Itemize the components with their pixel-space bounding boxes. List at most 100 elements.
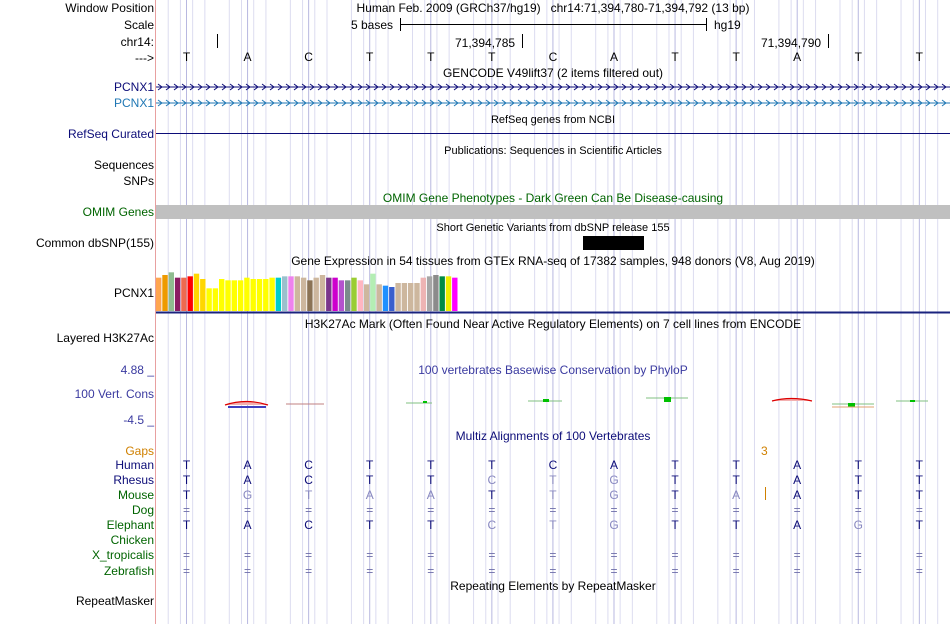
dbsnp-variant-block[interactable] (583, 236, 644, 250)
sequence-base: T (366, 50, 374, 64)
multiz-base: A (793, 473, 802, 487)
multiz-base: = (549, 548, 557, 562)
multiz-base: C (548, 458, 558, 472)
phylop-conservation-plot[interactable] (156, 394, 950, 414)
gencode-track-title[interactable]: GENCODE V49lift37 (2 items filtered out) (442, 66, 664, 80)
multiz-base: = (366, 503, 374, 517)
multiz-base: C (487, 473, 497, 487)
multiz-base: = (610, 548, 618, 562)
h3k27ac-track-label[interactable]: Layered H3K27Ac (56, 331, 154, 345)
multiz-base: T (427, 473, 435, 487)
multiz-base: C (304, 518, 313, 532)
multiz-species-label[interactable]: Chicken (110, 533, 154, 547)
gtex-expression-chart[interactable] (156, 268, 950, 314)
gtex-tissue-bar (313, 277, 319, 311)
omim-track-title[interactable]: OMIM Gene Phenotypes - Dark Green Can Be… (382, 191, 724, 205)
multiz-base: T (915, 518, 923, 532)
multiz-base: = (427, 503, 435, 517)
multiz-species-label[interactable]: X_tropicalis (91, 548, 154, 562)
gtex-tissue-bar (237, 280, 244, 311)
gtex-tissue-bar (250, 279, 256, 311)
multiz-species-label[interactable]: Mouse (117, 488, 154, 502)
multiz-species-label[interactable]: Human (115, 458, 154, 472)
gtex-tissue-bar (338, 280, 345, 311)
multiz-base: = (488, 564, 496, 578)
phylop-min-label: -4.5 _ (123, 413, 154, 427)
gtex-tissue-bar (193, 273, 200, 311)
multiz-base: C (304, 458, 313, 472)
multiz-base: T (549, 473, 557, 487)
gtex-tissue-bar (174, 277, 181, 311)
phylop-red-peak-1 (224, 400, 269, 406)
gencode-transcript-2[interactable] (156, 98, 950, 108)
omim-phenotype-bar[interactable] (156, 205, 950, 219)
phylop-track-title[interactable]: 100 vertebrates Basewise Conservation by… (418, 363, 688, 377)
multiz-base: T (549, 488, 557, 502)
gtex-tissue-bar (307, 280, 313, 311)
multiz-base: = (182, 548, 190, 562)
multiz-base: T (671, 458, 679, 472)
repeatmasker-track-title[interactable]: Repeating Elements by RepeatMasker (450, 579, 656, 593)
gtex-tissue-bar (401, 283, 408, 311)
gencode-item-2-label[interactable]: PCNX1 (113, 96, 154, 110)
scale-label: Scale (123, 18, 154, 32)
sequence-base: T (671, 50, 679, 64)
gtex-tissue-bar (219, 279, 225, 311)
dbsnp-track-title[interactable]: Short Genetic Variants from dbSNP releas… (436, 222, 670, 234)
multiz-base: T (915, 458, 923, 472)
multiz-track-title[interactable]: Multiz Alignments of 100 Vertebrates (455, 429, 651, 443)
multiz-base: T (854, 473, 862, 487)
refseq-gene-line[interactable] (156, 133, 950, 134)
sequence-base: C (304, 50, 313, 64)
multiz-base: = (732, 548, 740, 562)
gtex-tissue-bar (433, 275, 439, 311)
gtex-tissue-bar (357, 280, 363, 311)
refseq-track-title[interactable]: RefSeq genes from NCBI (490, 114, 616, 126)
multiz-base: T (488, 488, 496, 502)
phylop-max-label: 4.88 _ (120, 363, 154, 377)
gtex-tissue-bar (439, 276, 445, 311)
multiz-base: T (854, 458, 862, 472)
multiz-species-label[interactable]: Elephant (106, 518, 154, 532)
multiz-base: C (304, 473, 313, 487)
gtex-tissue-bar (408, 283, 414, 311)
multiz-base: G (609, 518, 619, 532)
gtex-tissue-bar (426, 276, 433, 311)
multiz-gaps-label[interactable]: Gaps (125, 444, 154, 458)
phylop-track-label[interactable]: 100 Vert. Cons (74, 387, 154, 401)
gtex-tissue-bar (332, 277, 338, 311)
multiz-base: = (610, 503, 618, 517)
multiz-base: T (366, 458, 374, 472)
multiz-species-label[interactable]: Rhesus (113, 473, 154, 487)
publications-sequences-label[interactable]: Sequences (93, 158, 154, 172)
multiz-base: T (182, 473, 191, 487)
gtex-tissue-bar (282, 276, 288, 311)
gtex-tissue-bar (162, 275, 168, 311)
multiz-base: T (915, 488, 923, 502)
repeatmasker-track-label[interactable]: RepeatMasker (75, 594, 154, 608)
dbsnp-track-label[interactable]: Common dbSNP(155) (35, 236, 154, 250)
gtex-gene-label[interactable]: PCNX1 (113, 286, 154, 300)
multiz-base: = (549, 564, 557, 578)
publications-snps-label[interactable]: SNPs (123, 174, 154, 188)
gtex-tissue-bar (414, 283, 420, 311)
gtex-tissue-bar (395, 283, 401, 311)
h3k27ac-track-title[interactable]: H3K27Ac Mark (Often Found Near Active Re… (304, 317, 802, 331)
gtex-track-title[interactable]: Gene Expression in 54 tissues from GTEx … (291, 254, 815, 268)
multiz-base: = (366, 564, 374, 578)
multiz-base: T (182, 458, 191, 472)
omim-track-label[interactable]: OMIM Genes (82, 205, 154, 219)
multiz-base: = (427, 548, 435, 562)
gtex-tissue-bar (363, 284, 370, 311)
gencode-transcript-1[interactable] (156, 82, 950, 92)
multiz-base: G (242, 488, 253, 502)
multiz-species-label[interactable]: Zebrafish (103, 564, 154, 578)
multiz-species-label[interactable]: Dog (131, 503, 154, 517)
refseq-track-label[interactable]: RefSeq Curated (67, 127, 154, 141)
gtex-tissue-bar (263, 279, 269, 311)
scale-bar-left-tick (400, 18, 401, 31)
publications-track-title[interactable]: Publications: Sequences in Scientific Ar… (444, 145, 662, 157)
multiz-base: = (182, 564, 190, 578)
gencode-item-1-label[interactable]: PCNX1 (113, 80, 154, 94)
